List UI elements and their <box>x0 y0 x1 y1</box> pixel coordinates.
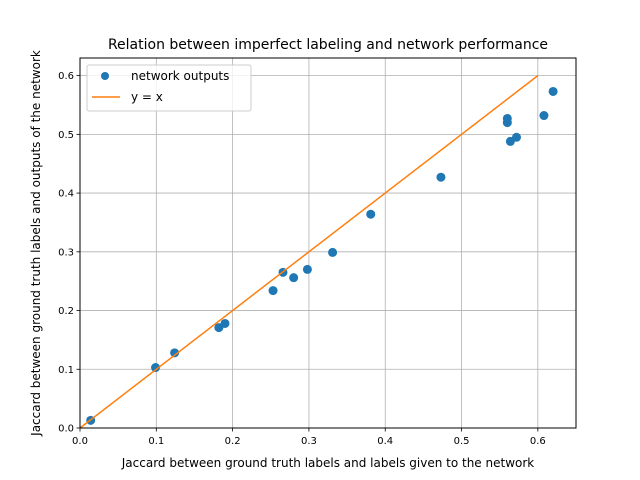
x-axis-label: Jaccard between ground truth labels and … <box>121 456 535 470</box>
identity-line <box>79 75 539 429</box>
data-point <box>289 273 299 283</box>
y-tick-label: 0.1 <box>58 365 74 376</box>
x-tick-label: 0.3 <box>301 436 317 447</box>
x-tick-label: 0.1 <box>148 436 164 447</box>
y-tick-label: 0.2 <box>58 306 74 317</box>
y-tick-label: 0.6 <box>58 71 74 82</box>
y-tick-label: 0.5 <box>58 130 74 141</box>
x-tick-label: 0.2 <box>225 436 241 447</box>
data-point <box>548 86 558 96</box>
x-tick-label: 0.0 <box>72 436 88 447</box>
legend: network outputs y = x <box>86 64 252 112</box>
data-point <box>511 132 521 142</box>
data-point <box>539 111 549 121</box>
chart-title: Relation between imperfect labeling and … <box>108 37 548 53</box>
y-axis-label: Jaccard between ground truth labels and … <box>29 50 43 437</box>
axis-ticks: 0.0 0.1 0.2 0.3 0.4 0.5 0.6 0.0 0.1 0.2 0.3 0.4 0.5 0… <box>58 71 546 447</box>
data-point <box>170 348 180 358</box>
legend-label-network-outputs: network outputs <box>131 69 229 83</box>
y-tick-label: 0.3 <box>58 247 74 258</box>
data-point <box>151 363 161 373</box>
axes-frame <box>79 57 577 429</box>
data-point <box>436 172 446 182</box>
series-layer <box>79 75 558 429</box>
x-tick-label: 0.4 <box>377 436 393 447</box>
x-tick-label: 0.5 <box>454 436 470 447</box>
data-point <box>220 318 230 328</box>
legend-box <box>86 64 252 112</box>
data-point <box>268 286 278 296</box>
y-tick-label: 0.0 <box>58 424 74 435</box>
legend-label-y-equals-x: y = x <box>131 90 163 104</box>
y-tick-label: 0.4 <box>58 189 74 200</box>
x-tick-label: 0.6 <box>530 436 546 447</box>
data-point <box>502 118 512 128</box>
data-point <box>328 247 338 257</box>
data-point <box>302 264 312 274</box>
data-point <box>366 209 376 219</box>
legend-marker-network-outputs <box>101 72 109 80</box>
